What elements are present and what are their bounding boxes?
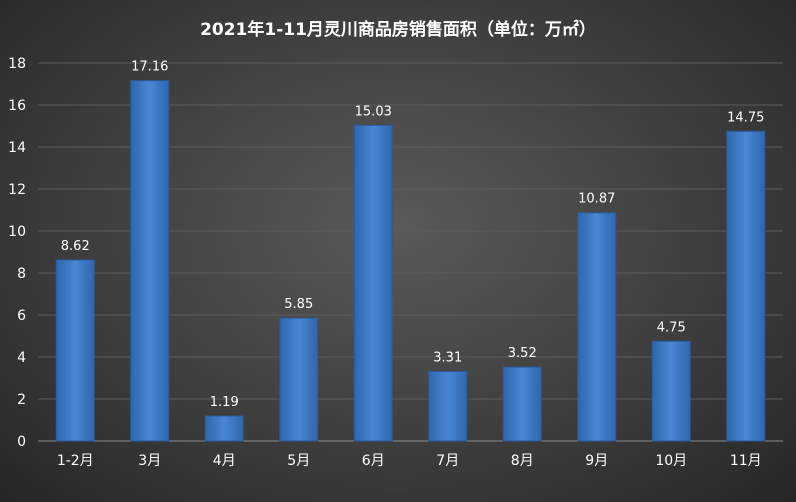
y-tick-label: 4: [17, 350, 26, 366]
data-label: 3.31: [433, 350, 462, 365]
x-tick-label: 3月: [138, 453, 161, 469]
bar: [502, 366, 542, 442]
data-label: 10.87: [578, 192, 615, 207]
x-tick-label: 7月: [436, 453, 459, 469]
bar: [726, 130, 766, 442]
data-label: 17.16: [131, 60, 168, 75]
bar: [55, 259, 95, 442]
bar: [651, 340, 691, 442]
data-label: 5.85: [284, 297, 313, 312]
y-tick-label: 18: [8, 56, 26, 72]
bar: [204, 415, 244, 442]
x-tick-label: 5月: [287, 453, 310, 469]
x-tick-label: 11月: [730, 453, 762, 469]
data-label: 14.75: [727, 110, 764, 125]
y-tick-label: 14: [8, 140, 26, 156]
y-tick-label: 8: [17, 266, 26, 282]
y-tick-label: 16: [8, 98, 26, 114]
y-tick-label: 10: [8, 224, 26, 240]
bar: [353, 124, 393, 442]
y-tick-label: 12: [8, 182, 26, 198]
x-tick-label: 6月: [362, 453, 385, 469]
x-tick-label: 4月: [213, 453, 236, 469]
x-tick-label: 8月: [511, 453, 534, 469]
x-tick-label: 1-2月: [57, 453, 94, 469]
y-tick-label: 6: [17, 308, 26, 324]
bar: [577, 212, 617, 442]
bar: [130, 80, 170, 442]
bar: [428, 370, 468, 442]
bar: [279, 317, 319, 442]
data-label: 3.52: [508, 346, 537, 361]
x-tick-label: 10月: [655, 453, 687, 469]
x-tick-label: 9月: [585, 453, 608, 469]
data-label: 15.03: [355, 104, 392, 119]
data-label: 4.75: [657, 320, 686, 335]
data-label: 8.62: [61, 239, 90, 254]
chart-title: 2021年1-11月灵川商品房销售面积（单位：万㎡）: [200, 20, 596, 40]
data-label: 1.19: [210, 395, 239, 410]
y-tick-label: 0: [17, 434, 26, 450]
y-tick-label: 2: [17, 392, 26, 408]
